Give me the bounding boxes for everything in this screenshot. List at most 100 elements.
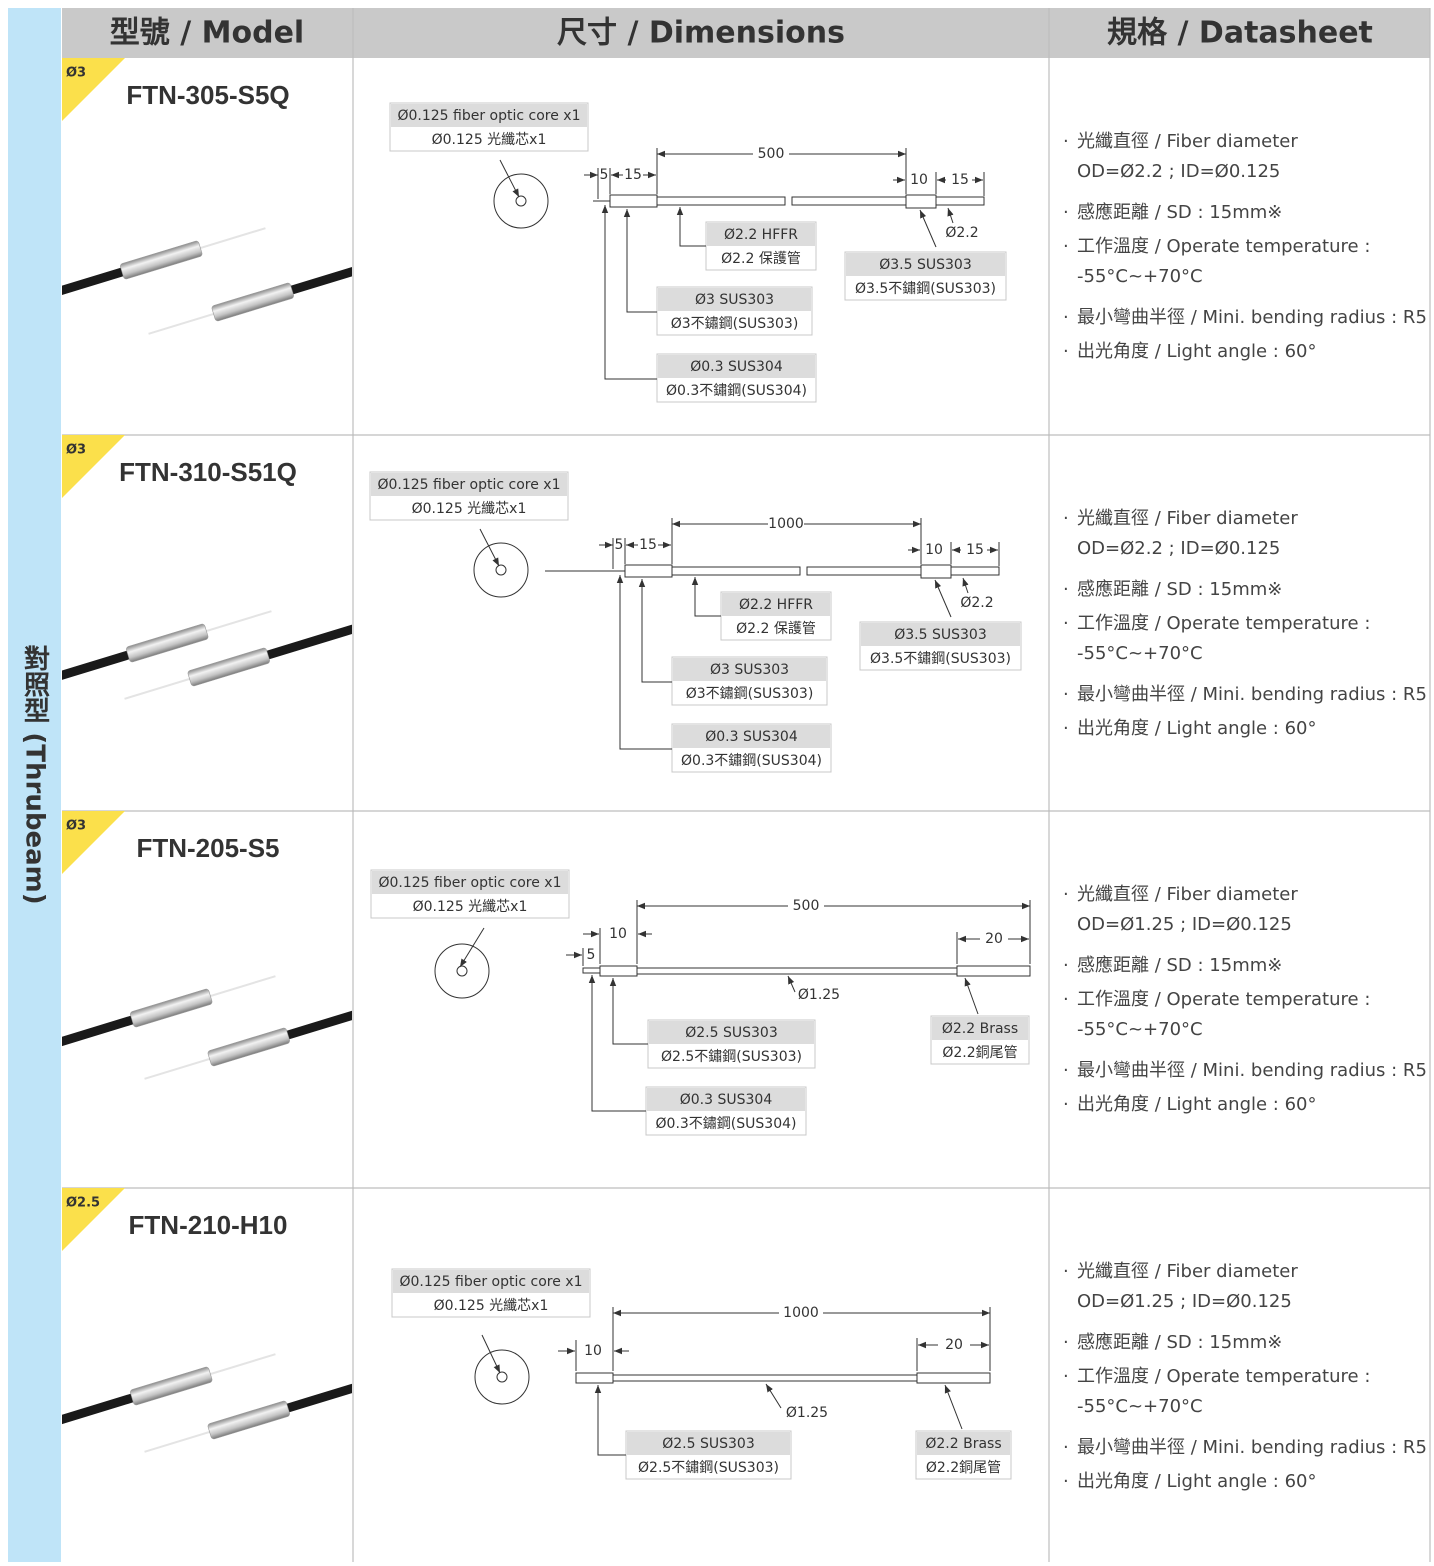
spec-text: 出光角度 / Light angle : 60° xyxy=(1077,1471,1317,1492)
callout-text: Ø3不鏽鋼(SUS303) xyxy=(671,316,799,332)
leader-line xyxy=(638,579,672,683)
model-name: FTN-305-S5Q xyxy=(126,80,289,110)
spec-bullet: · xyxy=(1063,1060,1069,1081)
callout-text: Ø0.125 光纖芯x1 xyxy=(434,1298,549,1314)
steel-sleeve xyxy=(130,1366,213,1406)
spec-text: 感應距離 / SD : 15mm※ xyxy=(1077,578,1282,600)
sensor-probe xyxy=(62,975,276,1083)
leader-line xyxy=(623,209,657,313)
steel-sleeve xyxy=(187,647,270,687)
fiber xyxy=(612,1374,918,1382)
callout-text: Ø3 SUS303 xyxy=(710,662,789,678)
leader-line xyxy=(934,579,952,618)
sensor-probe xyxy=(144,972,352,1080)
dimension-label: 500 xyxy=(758,146,785,162)
spec-bullet: · xyxy=(1063,718,1069,739)
size-badge-label: Ø3 xyxy=(66,443,86,458)
cable-jacket xyxy=(62,1393,137,1461)
callout-head xyxy=(393,1270,589,1293)
spec-bullet: · xyxy=(1063,1332,1069,1353)
dimension-label: 5 xyxy=(600,167,609,183)
steel-sleeve xyxy=(207,1400,290,1440)
leader-line xyxy=(594,1385,626,1456)
callout-text: Ø0.125 光纖芯x1 xyxy=(413,899,528,915)
leader-line xyxy=(947,207,954,224)
spec-text: 感應距離 / SD : 15mm※ xyxy=(1077,1331,1282,1353)
spec-text: 出光角度 / Light angle : 60° xyxy=(1077,341,1317,362)
spec-text: -55°C~+70°C xyxy=(1077,1019,1203,1040)
leader-line xyxy=(609,978,648,1045)
callout-text: Ø3.5不鏽鋼(SUS303) xyxy=(870,651,1011,667)
cable-jacket xyxy=(283,1345,352,1413)
callout-head xyxy=(391,104,587,127)
spec-text: 最小彎曲半徑 / Mini. bending radius : R5 xyxy=(1077,1060,1427,1081)
callout-head xyxy=(649,1021,814,1044)
sensor-probe xyxy=(62,1353,276,1461)
fiber-core xyxy=(515,195,527,207)
core-leader xyxy=(479,528,500,567)
callout-text: Ø3.5 SUS303 xyxy=(894,627,986,643)
callout-text: Ø2.2 HFFR xyxy=(739,597,813,613)
spec-bullet: · xyxy=(1063,202,1069,223)
dimension-label: Ø1.25 xyxy=(786,1405,828,1421)
dimension-label: 5 xyxy=(615,537,624,553)
fiber-end xyxy=(935,196,985,206)
header-model: 型號 / Model xyxy=(110,16,304,51)
model-name: FTN-210-H10 xyxy=(129,1210,288,1240)
fiber-core xyxy=(456,965,468,977)
dimension-label: 10 xyxy=(609,926,627,942)
grid xyxy=(62,8,1431,1562)
header-datasheet: 規格 / Datasheet xyxy=(1107,16,1373,51)
spec-text: 工作溫度 / Operate temperature : xyxy=(1077,236,1370,257)
spec-bullet: · xyxy=(1063,131,1069,152)
steel-tube xyxy=(575,1372,614,1384)
size-badge-label: Ø3 xyxy=(66,66,86,81)
fiber-end xyxy=(950,566,1000,576)
cable-jacket xyxy=(263,592,352,660)
model-name: FTN-310-S51Q xyxy=(119,457,297,487)
size-badge xyxy=(62,811,125,874)
callout-head xyxy=(932,1017,1028,1040)
product-photo xyxy=(62,972,352,1083)
cable-jacket xyxy=(287,227,352,295)
spec-text: 工作溫度 / Operate temperature : xyxy=(1077,1366,1370,1387)
spec-text: 出光角度 / Light angle : 60° xyxy=(1077,1094,1317,1115)
dimension-label: 10 xyxy=(910,172,928,188)
callout-text: Ø2.5 SUS303 xyxy=(662,1436,754,1452)
leader-line xyxy=(616,575,672,750)
leader-line xyxy=(691,577,721,617)
sensor-probe xyxy=(62,610,272,718)
spec-bullet: · xyxy=(1063,613,1069,634)
dimension-label: 10 xyxy=(925,542,943,558)
callout-head xyxy=(846,253,1005,276)
callout-head xyxy=(658,355,815,378)
steel-sleeve xyxy=(207,1027,290,1067)
callout-text: Ø0.3 SUS304 xyxy=(680,1092,773,1108)
callout-head xyxy=(917,1432,1010,1455)
dimension-label: Ø2.2 xyxy=(960,595,993,611)
fiber xyxy=(636,967,958,975)
steel-sleeve xyxy=(211,282,294,322)
steel-sleeve xyxy=(130,988,213,1028)
spec-text: 最小彎曲半徑 / Mini. bending radius : R5 xyxy=(1077,307,1427,328)
core-leader xyxy=(459,927,485,968)
fiber-core xyxy=(495,564,507,576)
spec-text: OD=Ø1.25 ; ID=Ø0.125 xyxy=(1077,914,1292,935)
spec-text: -55°C~+70°C xyxy=(1077,643,1203,664)
spec-text: 光纖直徑 / Fiber diameter xyxy=(1077,131,1298,152)
core-leader xyxy=(499,159,520,198)
dimension-label: 15 xyxy=(639,537,657,553)
side-label: 對照型 (Thrubeam) xyxy=(20,645,50,904)
product-photo xyxy=(62,227,352,335)
brass-tube xyxy=(956,965,1031,977)
callout-text: Ø2.2 Brass xyxy=(925,1436,1001,1452)
spec-bullet: · xyxy=(1063,341,1069,362)
cable-jacket xyxy=(283,972,352,1040)
brass-tube xyxy=(916,1372,991,1384)
fiber-core xyxy=(496,1371,508,1383)
callout-head xyxy=(647,1088,805,1111)
steel-tube xyxy=(905,194,937,209)
callout-head xyxy=(673,725,830,748)
spec-text: 感應距離 / SD : 15mm※ xyxy=(1077,954,1282,976)
